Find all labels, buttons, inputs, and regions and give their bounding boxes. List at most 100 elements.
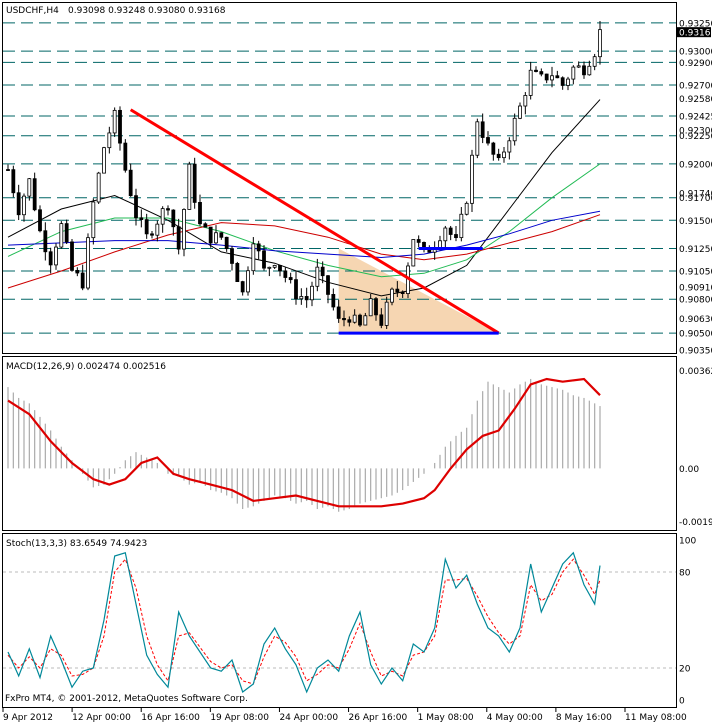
stoch-tick-label: 20 xyxy=(679,665,691,675)
candle xyxy=(587,60,592,76)
candle-body xyxy=(192,163,197,203)
candle-body xyxy=(262,250,266,269)
candle-body xyxy=(75,270,80,274)
candle-body xyxy=(507,140,512,153)
candle-body xyxy=(582,65,586,76)
candle xyxy=(102,146,106,174)
candle-body xyxy=(592,56,597,67)
candle-body xyxy=(336,306,341,319)
candle-body xyxy=(368,298,373,317)
candle xyxy=(230,245,234,271)
candle xyxy=(416,235,421,248)
candle xyxy=(176,218,181,255)
candle-body xyxy=(491,142,496,155)
candle xyxy=(368,294,373,317)
triangle-pattern xyxy=(338,248,499,334)
candle xyxy=(288,272,293,284)
time-tick-label: 11 May 08:00 xyxy=(625,713,687,723)
candle xyxy=(235,261,240,283)
candle xyxy=(320,261,325,284)
candle-body xyxy=(534,69,538,72)
candle-body xyxy=(496,153,501,159)
candle xyxy=(555,70,560,79)
candle xyxy=(470,149,474,213)
candle xyxy=(160,206,165,233)
candle xyxy=(112,107,117,137)
candle-body xyxy=(555,75,560,79)
candle xyxy=(278,265,282,277)
candle-body xyxy=(523,95,528,107)
candle xyxy=(379,308,384,329)
candle-body xyxy=(224,236,229,250)
candle xyxy=(240,280,245,296)
macd-signal-line xyxy=(7,377,601,508)
candle xyxy=(475,118,480,159)
candle-body xyxy=(304,296,309,301)
macd-tick-label: 0.003620 xyxy=(679,367,712,377)
candle xyxy=(411,239,416,267)
candle xyxy=(390,287,394,306)
chart-title: USDCHF,H4 xyxy=(6,6,59,16)
candle-body xyxy=(112,109,117,134)
candle-body xyxy=(272,265,277,268)
candle xyxy=(96,171,101,205)
candle xyxy=(347,316,352,327)
time-tick-label: 16 Apr 16:00 xyxy=(141,713,200,723)
candle-body xyxy=(320,266,325,277)
candle-body xyxy=(107,132,112,149)
candle xyxy=(256,240,261,260)
candle xyxy=(219,232,224,240)
candle xyxy=(352,309,357,324)
candle xyxy=(486,131,490,146)
candle xyxy=(70,238,74,272)
candle xyxy=(118,106,122,151)
candle xyxy=(283,267,288,283)
candle-body xyxy=(400,291,405,294)
candle xyxy=(299,288,304,305)
candle xyxy=(336,299,341,323)
candle-body xyxy=(6,169,10,171)
candle xyxy=(75,267,80,277)
price-panel xyxy=(2,2,677,354)
candle-body xyxy=(560,77,565,86)
macd-tick-label: 0.00 xyxy=(679,465,699,475)
candle xyxy=(315,258,320,292)
candle-body xyxy=(395,288,400,293)
stoch-tick-label: 80 xyxy=(679,569,691,579)
moving-average-line xyxy=(7,163,601,278)
stoch-panel xyxy=(2,533,677,708)
candle-body xyxy=(80,272,85,289)
candle xyxy=(107,126,112,154)
candle xyxy=(59,221,64,249)
moving-average-line xyxy=(7,214,601,289)
candle-body xyxy=(38,209,42,232)
current-price-tag xyxy=(677,27,711,38)
candle-body xyxy=(230,248,234,264)
candle-body xyxy=(59,223,64,248)
candle xyxy=(134,188,138,226)
candle-body xyxy=(160,208,165,225)
candle xyxy=(464,201,469,216)
candle-body xyxy=(464,202,469,215)
candle xyxy=(310,281,314,307)
candle xyxy=(539,68,544,77)
candle xyxy=(395,281,400,298)
stoch-tick-label: 0 xyxy=(679,697,685,707)
candle xyxy=(502,147,506,163)
candle xyxy=(214,225,218,245)
candle-body xyxy=(566,78,570,86)
candle xyxy=(358,313,362,327)
candle-body xyxy=(187,163,192,210)
candle xyxy=(64,219,69,245)
candle xyxy=(534,66,538,73)
candle-body xyxy=(539,71,544,75)
